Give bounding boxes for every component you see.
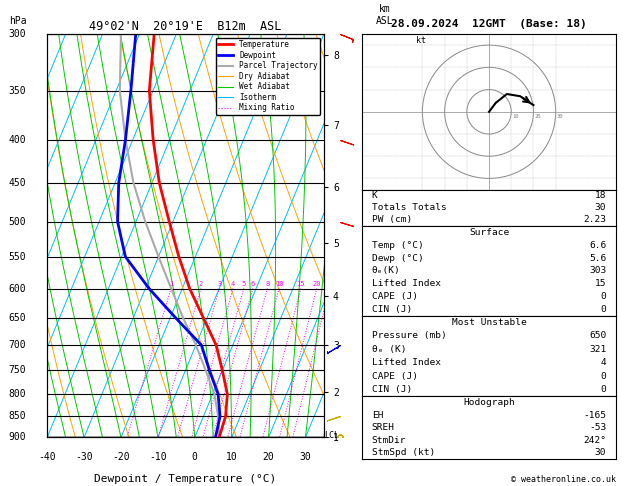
Text: CAPE (J): CAPE (J): [372, 371, 418, 381]
Text: 5: 5: [242, 280, 246, 287]
Text: Temp (°C): Temp (°C): [372, 241, 423, 250]
Text: θₑ(K): θₑ(K): [372, 266, 401, 276]
Text: Most Unstable: Most Unstable: [452, 318, 526, 327]
Text: θₑ (K): θₑ (K): [372, 345, 406, 354]
Text: 5.6: 5.6: [589, 254, 606, 262]
Text: 0: 0: [601, 305, 606, 314]
Text: 300: 300: [9, 29, 26, 39]
Text: 4: 4: [601, 358, 606, 367]
Text: 0: 0: [601, 371, 606, 381]
Text: Dewpoint / Temperature (°C): Dewpoint / Temperature (°C): [94, 474, 277, 484]
Text: kt: kt: [416, 36, 426, 45]
Legend: Temperature, Dewpoint, Parcel Trajectory, Dry Adiabat, Wet Adiabat, Isotherm, Mi: Temperature, Dewpoint, Parcel Trajectory…: [216, 38, 320, 115]
Text: 10: 10: [275, 280, 283, 287]
Text: CAPE (J): CAPE (J): [372, 292, 418, 301]
Text: 6.6: 6.6: [589, 241, 606, 250]
Text: 0: 0: [601, 292, 606, 301]
Text: 10: 10: [513, 114, 519, 120]
Text: 400: 400: [9, 135, 26, 145]
Text: Lifted Index: Lifted Index: [372, 358, 441, 367]
Text: Pressure (mb): Pressure (mb): [372, 331, 447, 341]
Text: Dewp (°C): Dewp (°C): [372, 254, 423, 262]
Text: StmSpd (kt): StmSpd (kt): [372, 449, 435, 457]
Text: 30: 30: [557, 114, 564, 120]
Text: 900: 900: [9, 433, 26, 442]
Text: -30: -30: [75, 451, 93, 462]
Text: 30: 30: [299, 451, 311, 462]
Text: 1: 1: [169, 280, 173, 287]
Text: km
ASL: km ASL: [376, 4, 394, 26]
Text: hPa: hPa: [9, 16, 26, 26]
Text: 3: 3: [217, 280, 221, 287]
Text: 30: 30: [595, 203, 606, 212]
Text: 15: 15: [595, 279, 606, 288]
Text: 20: 20: [313, 280, 321, 287]
Text: CIN (J): CIN (J): [372, 305, 412, 314]
Text: 500: 500: [9, 217, 26, 226]
Text: -53: -53: [589, 423, 606, 432]
Text: 242°: 242°: [583, 436, 606, 445]
Text: 650: 650: [9, 313, 26, 323]
Title: 49°02'N  20°19'E  B12m  ASL: 49°02'N 20°19'E B12m ASL: [89, 20, 282, 33]
Text: 700: 700: [9, 340, 26, 350]
Text: 800: 800: [9, 389, 26, 399]
Text: -10: -10: [149, 451, 167, 462]
Text: 600: 600: [9, 283, 26, 294]
Text: 750: 750: [9, 365, 26, 376]
Text: K: K: [372, 191, 377, 200]
Text: PW (cm): PW (cm): [372, 215, 412, 225]
Text: Totals Totals: Totals Totals: [372, 203, 447, 212]
Text: 18: 18: [595, 191, 606, 200]
Y-axis label: Mixing Ratio (g/kg): Mixing Ratio (g/kg): [377, 180, 387, 292]
Text: CIN (J): CIN (J): [372, 385, 412, 394]
Text: 20: 20: [263, 451, 274, 462]
Text: 650: 650: [589, 331, 606, 341]
Text: 0: 0: [192, 451, 198, 462]
Text: 30: 30: [595, 449, 606, 457]
Text: 10: 10: [226, 451, 238, 462]
Text: LCL: LCL: [324, 431, 339, 440]
Text: -165: -165: [583, 411, 606, 419]
Text: 20: 20: [535, 114, 541, 120]
Text: 2.23: 2.23: [583, 215, 606, 225]
Text: Lifted Index: Lifted Index: [372, 279, 441, 288]
Text: © weatheronline.co.uk: © weatheronline.co.uk: [511, 474, 616, 484]
Text: 350: 350: [9, 86, 26, 96]
Text: EH: EH: [372, 411, 383, 419]
Text: 6: 6: [251, 280, 255, 287]
Text: 15: 15: [296, 280, 305, 287]
Text: 550: 550: [9, 252, 26, 261]
Text: -40: -40: [38, 451, 56, 462]
Text: 4: 4: [231, 280, 235, 287]
Text: Hodograph: Hodograph: [463, 398, 515, 407]
Text: 850: 850: [9, 412, 26, 421]
Text: StmDir: StmDir: [372, 436, 406, 445]
Text: Surface: Surface: [469, 228, 509, 237]
Text: 321: 321: [589, 345, 606, 354]
Text: 8: 8: [265, 280, 270, 287]
Text: 0: 0: [601, 385, 606, 394]
Text: -20: -20: [112, 451, 130, 462]
Text: 450: 450: [9, 178, 26, 188]
Text: 2: 2: [199, 280, 203, 287]
Text: 303: 303: [589, 266, 606, 276]
Text: 28.09.2024  12GMT  (Base: 18): 28.09.2024 12GMT (Base: 18): [391, 19, 587, 29]
Text: SREH: SREH: [372, 423, 395, 432]
